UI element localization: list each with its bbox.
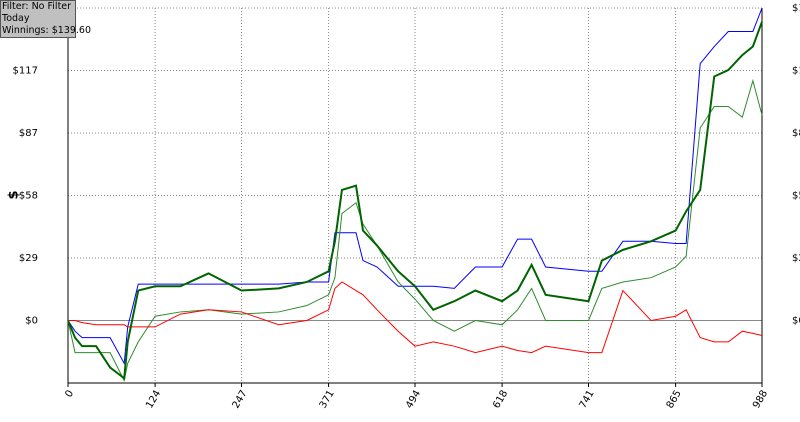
x-tick-label: 494 [404,389,423,411]
x-tick-label: 0 [63,389,76,400]
y-tick-label: $0 [25,316,38,327]
y-axis-label: $ [7,190,22,199]
x-tick-label: 124 [144,389,163,411]
y-tick-label: $117 [13,66,38,77]
x-tick-label: 618 [491,388,510,410]
series-line [67,7,763,365]
filter-text: Filter: No Filter [2,1,72,12]
y-tick-label: $58 [19,191,38,202]
info-box: Filter: No Filter Today Winnings: $139.6… [0,0,92,38]
period-text: Today [2,13,30,24]
y-tick-label: $87 [19,128,38,139]
y-tick-label-right: $0 [792,316,800,327]
x-tick-label: 865 [665,389,684,411]
series-line [67,78,763,382]
y-tick-label-right: $87 [792,128,800,139]
x-tick-label: 371 [318,389,337,411]
y-tick-label-right: $117 [792,66,800,77]
x-tick-label: 247 [231,389,250,411]
y-tick-label-right: $146 [792,3,800,14]
series-line [67,21,763,381]
series-line [68,281,763,354]
winnings-text: Winnings: $139.60 [2,25,92,36]
x-tick-label: 988 [751,389,770,411]
y-tick-label-right: $58 [792,191,800,202]
x-tick-label: 741 [578,389,597,411]
y-tick-label: $29 [19,253,38,264]
y-tick-label-right: $29 [792,253,800,264]
